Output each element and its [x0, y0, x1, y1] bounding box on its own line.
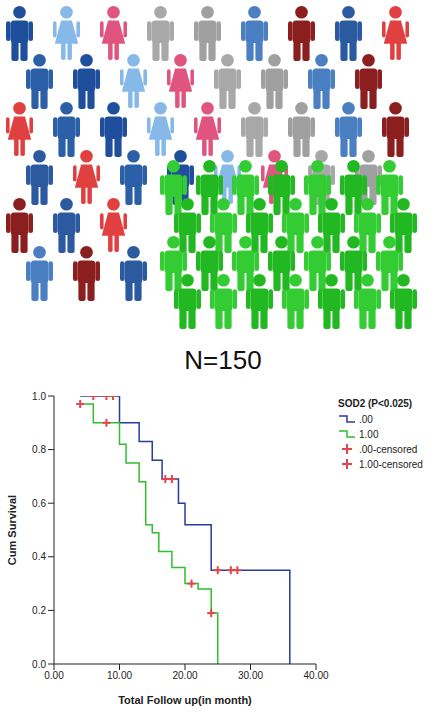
svg-text:0.00: 0.00	[44, 670, 64, 681]
svg-text:Cum Survival: Cum Survival	[6, 495, 18, 565]
html-text:.00: .00	[359, 413, 373, 425]
svg-text:0.6: 0.6	[32, 498, 46, 509]
svg-text:0.2: 0.2	[32, 605, 46, 616]
svg-text:0.0: 0.0	[32, 659, 46, 670]
html-text:1.00-censored: 1.00-censored	[359, 458, 423, 470]
svg-text:40.00: 40.00	[303, 670, 328, 681]
html-text:.00-censored: .00-censored	[359, 443, 418, 455]
svg-text:0.8: 0.8	[32, 444, 46, 455]
html-text:SOD2 (P<0.025): SOD2 (P<0.025)	[338, 398, 413, 409]
svg-text:1.0: 1.0	[32, 391, 46, 402]
html-text:1.00: 1.00	[359, 428, 379, 440]
svg-text:0.4: 0.4	[32, 551, 46, 562]
svg-text:30.00: 30.00	[238, 670, 263, 681]
html-text:N=150: N=150	[184, 345, 262, 375]
svg-text:Total Follow up(in month): Total Follow up(in month)	[118, 694, 252, 706]
svg-text:20.00: 20.00	[172, 670, 197, 681]
svg-text:10.00: 10.00	[107, 670, 132, 681]
